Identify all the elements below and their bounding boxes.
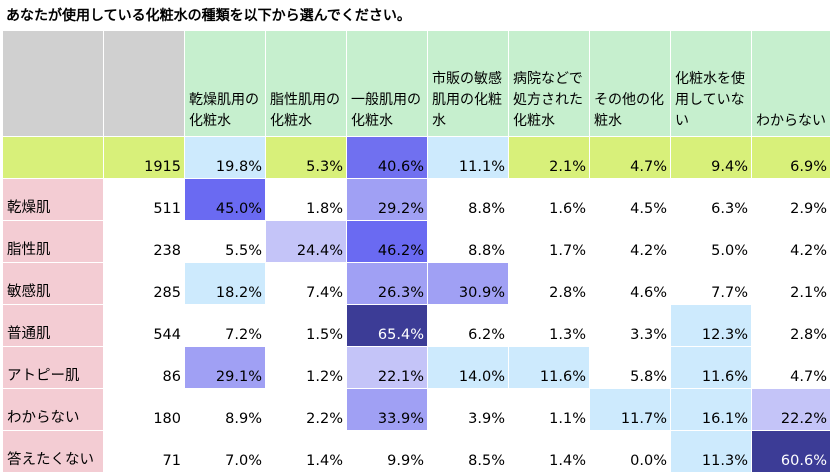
row-label: 普通肌 bbox=[2, 304, 104, 347]
value-cell: 22.1% bbox=[346, 346, 428, 389]
row-n: 511 bbox=[103, 178, 185, 221]
value-cell: 65.4% bbox=[346, 304, 428, 347]
table-row: わからない 180 8.9% 2.2% 33.9% 3.9% 1.1% 11.7% 16.1% 2… bbox=[2, 388, 831, 431]
total-label-cell bbox=[2, 136, 104, 179]
value-cell: 3.3% bbox=[589, 304, 671, 347]
value-cell: 2.8% bbox=[508, 262, 590, 305]
value-cell: 4.6% bbox=[589, 262, 671, 305]
chart-title: あなたが使用している化粧水の種類を以下から選んでください。 bbox=[6, 8, 411, 24]
value-cell: 29.2% bbox=[346, 178, 428, 221]
total-value: 2.1% bbox=[508, 136, 590, 179]
value-cell: 2.9% bbox=[751, 178, 831, 221]
row-label: 乾燥肌 bbox=[2, 178, 104, 221]
value-cell: 11.7% bbox=[589, 388, 671, 431]
value-cell: 6.2% bbox=[427, 304, 509, 347]
value-cell: 8.9% bbox=[184, 388, 266, 431]
column-header: 病院などで処方された化粧水 bbox=[508, 30, 590, 137]
value-cell: 2.8% bbox=[751, 304, 831, 347]
value-cell: 45.0% bbox=[184, 178, 266, 221]
value-cell: 26.3% bbox=[346, 262, 428, 305]
value-cell: 1.5% bbox=[265, 304, 347, 347]
value-cell: 1.7% bbox=[508, 220, 590, 263]
value-cell: 7.2% bbox=[184, 304, 266, 347]
column-header: その他の化粧水 bbox=[589, 30, 671, 137]
value-cell: 22.2% bbox=[751, 388, 831, 431]
total-value: 11.1% bbox=[427, 136, 509, 179]
total-value: 5.3% bbox=[265, 136, 347, 179]
column-header: 乾燥肌用の化粧水 bbox=[184, 30, 266, 137]
value-cell: 1.1% bbox=[508, 388, 590, 431]
header-n bbox=[103, 30, 185, 137]
total-value: 4.7% bbox=[589, 136, 671, 179]
value-cell: 6.3% bbox=[670, 178, 752, 221]
value-cell: 29.1% bbox=[184, 346, 266, 389]
value-cell: 12.3% bbox=[670, 304, 752, 347]
value-cell: 5.5% bbox=[184, 220, 266, 263]
value-cell: 7.4% bbox=[265, 262, 347, 305]
table-row: アトピー肌 86 29.1% 1.2% 22.1% 14.0% 11.6% 5.8% 11.6%… bbox=[2, 346, 831, 389]
column-header: 市販の敏感肌用の化粧水 bbox=[427, 30, 509, 137]
total-value: 6.9% bbox=[751, 136, 831, 179]
value-cell: 1.8% bbox=[265, 178, 347, 221]
total-value: 9.4% bbox=[670, 136, 752, 179]
table-row: 普通肌 544 7.2% 1.5% 65.4% 6.2% 1.3% 3.3% 12.3% 2.8% bbox=[2, 304, 831, 347]
row-n: 86 bbox=[103, 346, 185, 389]
value-cell: 30.9% bbox=[427, 262, 509, 305]
row-label: アトピー肌 bbox=[2, 346, 104, 389]
column-header: 脂性肌用の化粧水 bbox=[265, 30, 347, 137]
row-label: わからない bbox=[2, 388, 104, 431]
crosstab-table: 乾燥肌用の化粧水 脂性肌用の化粧水 一般肌用の化粧水 市販の敏感肌用の化粧水 病… bbox=[2, 30, 831, 473]
value-cell: 5.0% bbox=[670, 220, 752, 263]
value-cell: 18.2% bbox=[184, 262, 266, 305]
table-row: 脂性肌 238 5.5% 24.4% 46.2% 8.8% 1.7% 4.2% 5.0% 4.2% bbox=[2, 220, 831, 263]
table-row: 敏感肌 285 18.2% 7.4% 26.3% 30.9% 2.8% 4.6% 7.7% 2.1… bbox=[2, 262, 831, 305]
value-cell: 4.7% bbox=[751, 346, 831, 389]
value-cell: 4.2% bbox=[589, 220, 671, 263]
value-cell: 1.2% bbox=[265, 346, 347, 389]
total-row: 1915 19.8% 5.3% 40.6% 11.1% 2.1% 4.7% 9.… bbox=[2, 136, 831, 179]
row-label: 脂性肌 bbox=[2, 220, 104, 263]
row-label: 敏感肌 bbox=[2, 262, 104, 305]
row-n: 180 bbox=[103, 388, 185, 431]
value-cell: 4.2% bbox=[751, 220, 831, 263]
header-row: 乾燥肌用の化粧水 脂性肌用の化粧水 一般肌用の化粧水 市販の敏感肌用の化粧水 病… bbox=[2, 30, 831, 137]
value-cell: 33.9% bbox=[346, 388, 428, 431]
value-cell: 2.2% bbox=[265, 388, 347, 431]
value-cell: 46.2% bbox=[346, 220, 428, 263]
value-cell: 24.4% bbox=[265, 220, 347, 263]
row-n: 285 bbox=[103, 262, 185, 305]
value-cell: 1.6% bbox=[508, 178, 590, 221]
row-n: 238 bbox=[103, 220, 185, 263]
table-row: 乾燥肌 511 45.0% 1.8% 29.2% 8.8% 1.6% 4.5% 6.3% 2.9% bbox=[2, 178, 831, 221]
row-n: 544 bbox=[103, 304, 185, 347]
value-cell: 5.8% bbox=[589, 346, 671, 389]
value-cell: 11.6% bbox=[508, 346, 590, 389]
header-corner bbox=[2, 30, 104, 137]
total-n: 1915 bbox=[103, 136, 185, 179]
column-header: 化粧水を使用していない bbox=[670, 30, 752, 137]
value-cell: 4.5% bbox=[589, 178, 671, 221]
column-header: わからない bbox=[751, 30, 831, 137]
value-cell: 14.0% bbox=[427, 346, 509, 389]
value-cell: 16.1% bbox=[670, 388, 752, 431]
value-cell: 11.6% bbox=[670, 346, 752, 389]
value-cell: 1.3% bbox=[508, 304, 590, 347]
value-cell: 8.8% bbox=[427, 220, 509, 263]
total-value: 19.8% bbox=[184, 136, 266, 179]
value-cell: 7.7% bbox=[670, 262, 752, 305]
value-cell: 8.8% bbox=[427, 178, 509, 221]
total-value: 40.6% bbox=[346, 136, 428, 179]
column-header: 一般肌用の化粧水 bbox=[346, 30, 428, 137]
value-cell: 3.9% bbox=[427, 388, 509, 431]
value-cell: 2.1% bbox=[751, 262, 831, 305]
